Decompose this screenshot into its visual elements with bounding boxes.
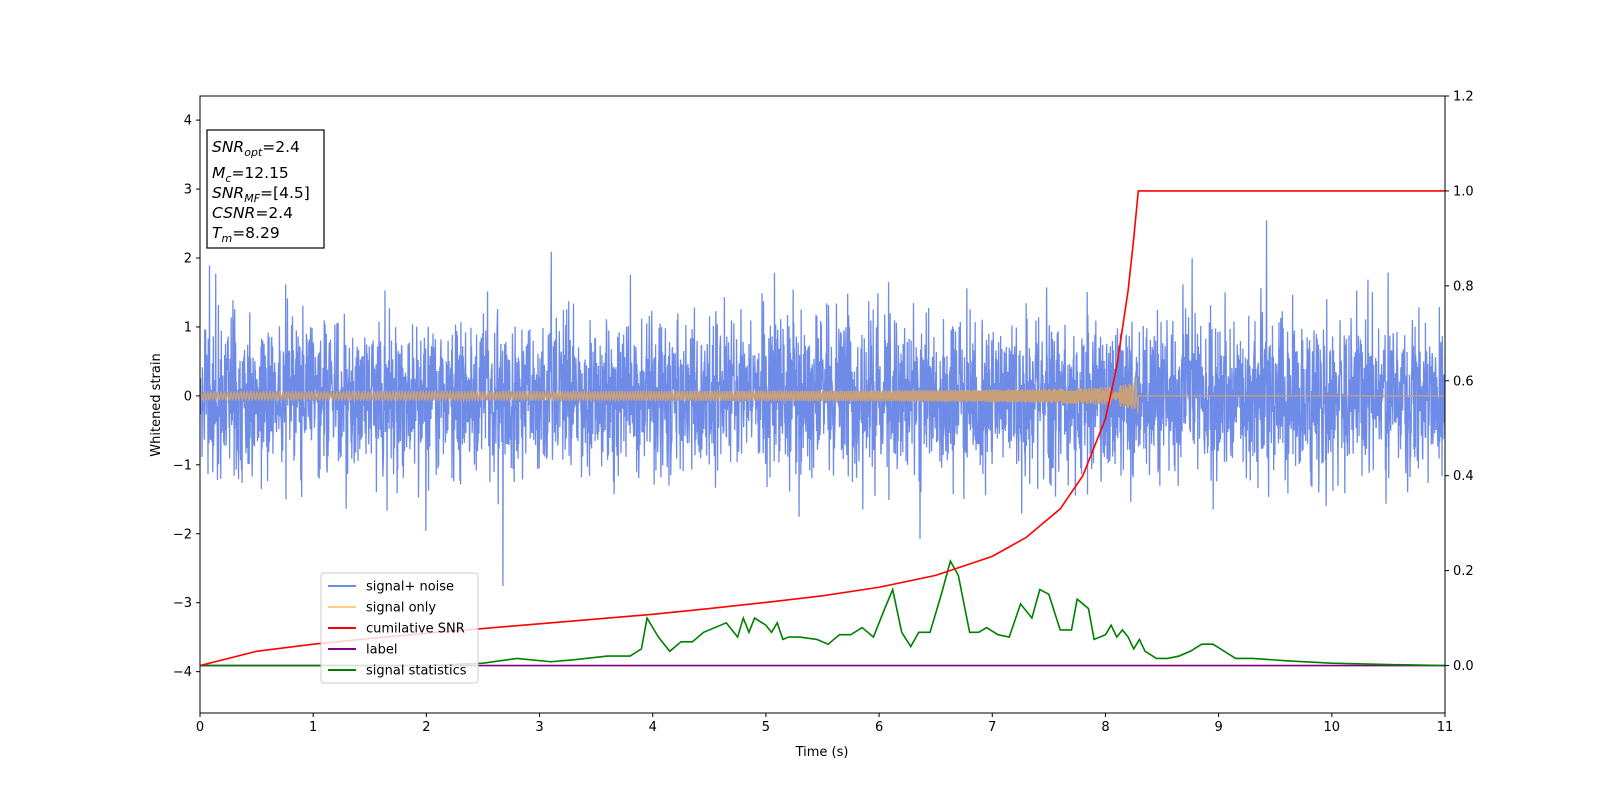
x-tick-label: 6 [875, 720, 883, 735]
annotation-snr-mf-sub: MF [244, 192, 260, 205]
x-tick-label: 2 [422, 720, 430, 735]
annotation-snr-opt-value: =2.4 [262, 138, 300, 156]
x-tick-label: 1 [309, 720, 317, 735]
annotation-csnr-value: =2.4 [255, 204, 293, 222]
y2-tick-label: 0.0 [1453, 659, 1474, 674]
y-tick-label: −1 [173, 458, 192, 473]
annotation-csnr: CSNR=2.4 [212, 204, 293, 222]
annotation-mc: Mc=12.15 [212, 164, 289, 185]
y2-tick-label: 0.6 [1453, 374, 1474, 389]
y-tick-label: −3 [173, 596, 192, 611]
annotation-frame [206, 129, 325, 249]
series-signal-only-line [200, 377, 1445, 414]
x-tick-label: 11 [1437, 720, 1454, 735]
legend-label: signal statistics [366, 664, 467, 679]
legend: signal+ noise signal only cumilative SNR la… [320, 572, 479, 684]
x-tick-label: 4 [649, 720, 657, 735]
x-tick-label: 10 [1324, 720, 1341, 735]
annotation-snr-opt-main: SNR [212, 138, 244, 156]
series-signal-statistics-line [200, 559, 1445, 667]
annotation-tm-sub: m [221, 232, 232, 245]
right-y-axis-ticks: 0.0 0.2 0.4 0.6 0.8 1.0 1.2 [1445, 90, 1474, 674]
y2-tick-label: 0.8 [1453, 279, 1474, 294]
y2-tick-label: 1.2 [1453, 90, 1474, 105]
y-tick-label: 2 [184, 252, 192, 267]
y-tick-label: −2 [173, 527, 192, 542]
x-axis-label: Time (s) [795, 745, 849, 760]
annotation-snr-mf-main: SNR [212, 184, 244, 202]
y2-tick-label: 1.0 [1453, 184, 1474, 199]
annotation-box: SNRopt=2.4 Mc=12.15 SNRMF=[4.5] CSNR=2.4… [206, 129, 325, 249]
annotation-mc-value: =12.15 [231, 164, 288, 182]
legend-label: label [366, 643, 397, 658]
x-tick-label: 5 [762, 720, 770, 735]
legend-label: cumilative SNR [366, 622, 465, 637]
y-tick-label: 4 [184, 114, 192, 129]
annotation-snr-opt: SNRopt=2.4 [212, 138, 300, 159]
legend-frame [320, 572, 479, 684]
annotation-snr-mf: SNRMF=[4.5] [212, 184, 310, 205]
annotation-tm-value: =8.29 [232, 224, 280, 242]
x-axis-ticks: 0 1 2 3 4 5 6 7 8 9 10 11 [196, 713, 1453, 735]
annotation-tm-main: T [212, 224, 223, 242]
legend-label: signal+ noise [366, 580, 454, 595]
y-tick-label: 3 [184, 183, 192, 198]
x-tick-label: 7 [988, 720, 996, 735]
annotation-mc-sub: c [225, 172, 231, 185]
x-tick-label: 3 [535, 720, 543, 735]
legend-label: signal only [366, 601, 436, 616]
y-axis-ticks: −4 −3 −2 −1 0 1 2 3 4 [173, 114, 200, 680]
series-signal-noise-line [200, 220, 1445, 586]
x-tick-label: 9 [1214, 720, 1222, 735]
annotation-csnr-main: CSNR [212, 204, 255, 222]
axes-frame [199, 95, 1446, 714]
annotation-snr-mf-value: =[4.5] [260, 184, 310, 202]
annotation-tm: Tm=8.29 [212, 224, 280, 245]
y-axis-label: Whitened strain [149, 353, 164, 456]
y2-tick-label: 0.2 [1453, 564, 1474, 579]
annotation-snr-opt-sub: opt [244, 146, 263, 159]
y-tick-label: −4 [173, 665, 192, 680]
y2-tick-label: 0.4 [1453, 469, 1474, 484]
x-tick-label: 8 [1101, 720, 1109, 735]
annotation-mc-main: M [212, 164, 225, 182]
x-tick-label: 0 [196, 720, 204, 735]
y-tick-label: 0 [184, 389, 192, 404]
y-tick-label: 1 [184, 320, 192, 335]
